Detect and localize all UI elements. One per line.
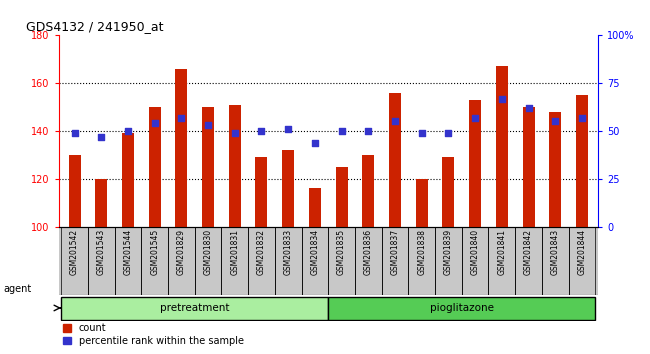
FancyBboxPatch shape — [61, 297, 328, 320]
Text: GSM201542: GSM201542 — [70, 229, 79, 275]
Bar — [362, 155, 374, 227]
Bar — [68, 155, 81, 227]
Bar — [255, 157, 268, 227]
Text: GSM201831: GSM201831 — [230, 229, 239, 275]
Point — [256, 128, 266, 134]
Text: GSM201836: GSM201836 — [364, 229, 373, 275]
Text: GSM201832: GSM201832 — [257, 229, 266, 275]
Bar — [523, 107, 534, 227]
Text: GSM201829: GSM201829 — [177, 229, 186, 275]
Point — [203, 122, 213, 128]
Point — [309, 140, 320, 145]
Bar — [549, 112, 562, 227]
Text: GSM201840: GSM201840 — [471, 229, 480, 275]
Text: GSM201544: GSM201544 — [124, 229, 133, 275]
Point — [150, 121, 160, 126]
Point — [70, 130, 80, 136]
Bar — [95, 179, 107, 227]
Text: GSM201837: GSM201837 — [391, 229, 400, 275]
Text: GSM201838: GSM201838 — [417, 229, 426, 275]
Bar — [469, 100, 481, 227]
Point — [443, 130, 454, 136]
Text: GSM201835: GSM201835 — [337, 229, 346, 275]
Point — [229, 130, 240, 136]
Text: GSM201833: GSM201833 — [283, 229, 292, 275]
Point — [577, 115, 587, 120]
Bar — [416, 179, 428, 227]
Bar — [309, 188, 321, 227]
Text: GSM201839: GSM201839 — [444, 229, 453, 275]
Text: pretreatment: pretreatment — [160, 303, 229, 313]
Text: GSM201830: GSM201830 — [203, 229, 213, 275]
Point — [123, 128, 133, 134]
Bar — [202, 107, 214, 227]
Text: GSM201841: GSM201841 — [497, 229, 506, 275]
Point — [470, 115, 480, 120]
Bar — [443, 157, 454, 227]
Text: GSM201844: GSM201844 — [577, 229, 586, 275]
Point — [337, 128, 347, 134]
Text: GSM201834: GSM201834 — [311, 229, 319, 275]
Text: GSM201545: GSM201545 — [150, 229, 159, 275]
Bar — [282, 150, 294, 227]
Bar — [149, 107, 161, 227]
Text: pioglitazone: pioglitazone — [430, 303, 494, 313]
Legend: count, percentile rank within the sample: count, percentile rank within the sample — [63, 323, 244, 346]
Point — [363, 128, 374, 134]
Text: GDS4132 / 241950_at: GDS4132 / 241950_at — [26, 20, 164, 33]
Bar — [335, 167, 348, 227]
Bar — [496, 67, 508, 227]
Bar — [389, 93, 401, 227]
Text: agent: agent — [3, 284, 31, 293]
Bar — [576, 95, 588, 227]
Point — [176, 115, 187, 120]
Point — [96, 134, 107, 139]
Point — [283, 126, 293, 132]
Text: GSM201543: GSM201543 — [97, 229, 106, 275]
Point — [417, 130, 427, 136]
FancyBboxPatch shape — [328, 297, 595, 320]
Point — [523, 105, 534, 111]
Bar — [122, 133, 134, 227]
Bar — [176, 69, 187, 227]
Text: GSM201842: GSM201842 — [524, 229, 533, 275]
Text: GSM201843: GSM201843 — [551, 229, 560, 275]
Point — [550, 119, 560, 124]
Bar — [229, 105, 240, 227]
Point — [497, 96, 507, 101]
Point — [390, 119, 400, 124]
